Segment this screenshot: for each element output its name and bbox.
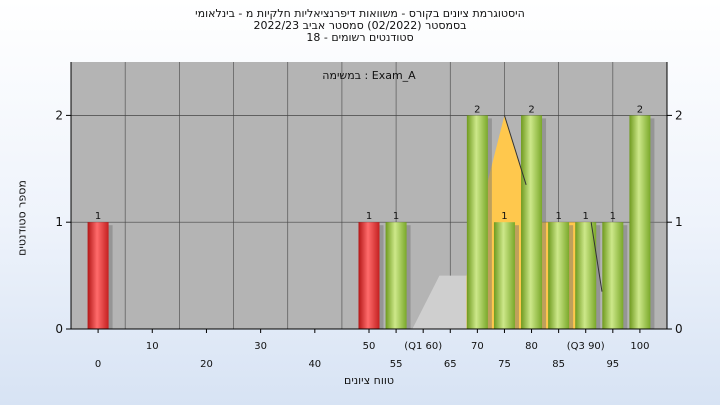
bar-75 xyxy=(493,222,515,329)
x-tick-label: 75 xyxy=(498,359,511,370)
bar-80 xyxy=(521,115,543,330)
bar-70 xyxy=(466,115,488,330)
y-tick-label-left: 1 xyxy=(55,215,63,229)
y-tick-label-left: 2 xyxy=(55,108,63,122)
x-tick-label: 40 xyxy=(308,359,321,370)
bar-value-label: 1 xyxy=(501,211,507,222)
bar-value-label: 1 xyxy=(610,211,616,222)
x-tick-label: 30 xyxy=(254,341,267,352)
bar-value-label: 1 xyxy=(95,211,101,222)
y-tick-label-right: 1 xyxy=(675,215,683,229)
bar-value-label: 2 xyxy=(528,104,534,115)
chart-title: היסטוגרמת ציונים בקורס - משוואות דיפרנצי… xyxy=(195,7,525,20)
x-tick-label: 70 xyxy=(471,341,484,352)
x-tick-label: 100 xyxy=(630,341,649,352)
bar-95 xyxy=(602,222,624,329)
bar-value-label: 1 xyxy=(555,211,561,222)
y-tick-label-left: 0 xyxy=(55,322,63,336)
bar-85 xyxy=(548,222,570,329)
chart-subtitle-enrolled: סטודנטים רשומים - 18 xyxy=(306,31,414,44)
chart-title-block: היסטוגרמת ציונים בקורס - משוואות דיפרנצי… xyxy=(0,8,720,44)
x-tick-label: 95 xyxy=(606,359,619,370)
y-tick-label-right: 2 xyxy=(675,108,683,122)
x-tick-label: 85 xyxy=(552,359,565,370)
bar-90 xyxy=(575,222,597,329)
bar-50 xyxy=(358,222,380,329)
bar-value-label: 1 xyxy=(583,211,589,222)
trend-line xyxy=(503,115,527,185)
x-tick-label: 10 xyxy=(146,341,159,352)
x-tick-label: 50 xyxy=(363,341,376,352)
bar-55 xyxy=(385,222,407,329)
chart-subtitle-semester: בסמסטר (02/2022) סמסטר אביב 2022/23 xyxy=(253,19,467,32)
distribution-area-gray xyxy=(412,275,467,329)
x-tick-label: 65 xyxy=(444,359,457,370)
bar-value-label: 1 xyxy=(393,211,399,222)
bar-value-label: 1 xyxy=(366,211,372,222)
trend-line xyxy=(590,222,603,292)
x-tick-label: (Q1 60) xyxy=(404,341,442,352)
x-tick-label: 0 xyxy=(95,359,101,370)
y-tick-label-right: 0 xyxy=(675,322,683,336)
x-tick-label: 80 xyxy=(525,341,538,352)
y-axis-label: מספר סטודנטים xyxy=(15,180,29,256)
legend-text: במשימה : Exam_A xyxy=(322,69,416,82)
bar-0 xyxy=(87,222,109,329)
x-tick-label: (Q3 90) xyxy=(567,341,605,352)
bar-value-label: 2 xyxy=(474,104,480,115)
x-tick-label: 55 xyxy=(390,359,403,370)
x-axis-label: טווח ציונים xyxy=(344,374,394,387)
bar-value-label: 2 xyxy=(637,104,643,115)
x-tick-label: 20 xyxy=(200,359,213,370)
bar-100 xyxy=(629,115,651,330)
